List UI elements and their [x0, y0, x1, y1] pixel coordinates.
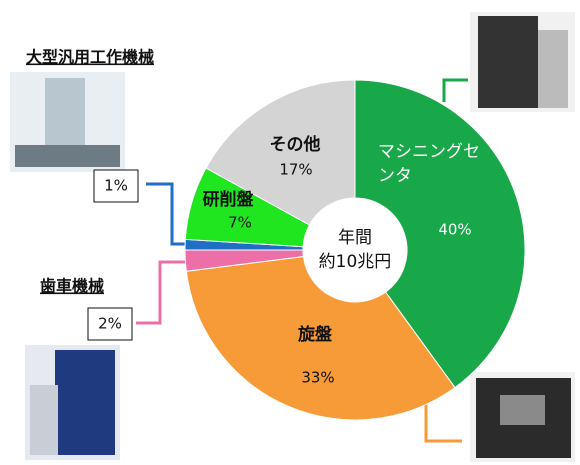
center-label: 約10兆円	[319, 252, 392, 272]
machine-image	[25, 345, 120, 460]
category-label: 歯車機械	[40, 277, 104, 296]
value-label: 33%	[301, 369, 334, 387]
category-label: 旋盤	[297, 324, 333, 345]
leader-arrow	[136, 262, 186, 323]
value-label: 40%	[438, 221, 471, 239]
leader-arrow	[444, 80, 468, 102]
machine-image	[470, 12, 575, 112]
machine-image	[470, 372, 575, 462]
value-label: 17%	[279, 161, 312, 179]
machine-image	[10, 72, 125, 172]
leader-arrow	[146, 184, 186, 244]
center-label: 年間	[338, 228, 372, 248]
category-label: 大型汎用工作機械	[26, 48, 154, 67]
value-label: 1%	[104, 177, 128, 195]
donut	[185, 80, 525, 420]
category-label: 研削盤	[203, 189, 255, 210]
value-label: 2%	[98, 315, 122, 333]
category-label: マシニングセンタ	[378, 140, 482, 188]
category-label-box: マシニングセンタ	[378, 140, 488, 196]
value-label: 7%	[228, 214, 252, 232]
chart: マシニングセンタ 40% 旋盤 33% 歯車機械 2% 大型汎用工作機械 1% 研削盤 7% その他…	[0, 0, 580, 465]
category-label: その他	[270, 134, 321, 155]
